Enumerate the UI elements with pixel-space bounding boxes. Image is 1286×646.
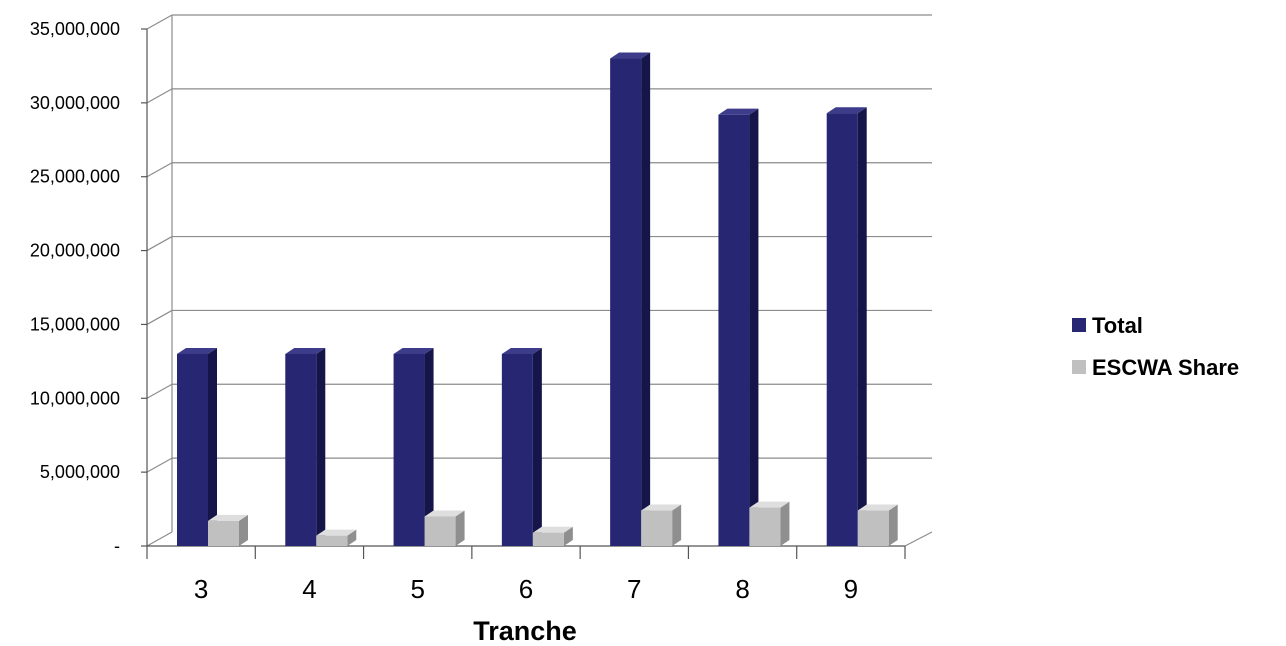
- x-axis-title: Tranche: [473, 616, 577, 646]
- bar-top: [826, 107, 867, 114]
- bar-total-3: [177, 347, 217, 546]
- y-tick-label: 10,000,000: [30, 388, 120, 408]
- bar-front: [610, 58, 642, 547]
- bar-side: [424, 347, 434, 546]
- x-tick-label: 6: [519, 574, 533, 604]
- bar-escwa-share-4: [316, 529, 357, 546]
- wall-gridline: [146, 531, 173, 547]
- bars: [177, 52, 898, 547]
- x-axis-ticks: 3 4 5 6 7 8 9: [194, 574, 858, 604]
- bar-side: [239, 514, 248, 546]
- bar-escwa-share-3: [208, 514, 248, 546]
- bar-front: [285, 353, 317, 546]
- legend-label: Total: [1092, 313, 1143, 338]
- bar-front: [208, 520, 239, 546]
- bar-top: [424, 510, 465, 517]
- bar-top: [208, 514, 248, 521]
- bar-front: [718, 114, 750, 546]
- wall-gridline: [146, 309, 173, 325]
- bar-top: [641, 504, 682, 511]
- x-tick-label: 9: [844, 574, 858, 604]
- y-tick-label: 35,000,000: [30, 19, 120, 39]
- bar-front: [532, 532, 564, 546]
- x-tick-label: 8: [735, 574, 749, 604]
- bar-total-6: [501, 347, 542, 546]
- x-tick-label: 7: [627, 574, 641, 604]
- bar-side: [888, 504, 898, 546]
- wall-gridline: [146, 383, 173, 399]
- bar-side: [672, 504, 682, 546]
- bar-side: [749, 108, 759, 546]
- bar-front: [424, 516, 456, 546]
- bar-total-7: [610, 52, 651, 547]
- y-tick-label: 20,000,000: [30, 241, 120, 261]
- legend-swatch: [1072, 318, 1086, 332]
- bar-total-8: [718, 108, 759, 546]
- bar-escwa-share-8: [749, 501, 790, 546]
- bar-front: [501, 353, 533, 546]
- legend-swatch: [1072, 360, 1086, 374]
- wall-gridline: [146, 457, 173, 473]
- bar-side: [316, 347, 326, 546]
- bar-top: [316, 529, 357, 536]
- bar-top: [718, 108, 759, 115]
- bar-front: [826, 113, 858, 546]
- bar-side: [532, 347, 542, 546]
- bar-front: [316, 535, 348, 546]
- wall-gridline: [146, 88, 173, 104]
- bar-total-4: [285, 347, 326, 546]
- bar-front: [177, 353, 208, 546]
- bar-top: [285, 347, 326, 354]
- y-tick-label: 5,000,000: [40, 462, 120, 482]
- bar-top: [532, 526, 573, 533]
- bar-top: [501, 347, 542, 354]
- wall-gridline: [146, 162, 173, 178]
- y-tick-label: 15,000,000: [30, 314, 120, 334]
- bar-front: [393, 353, 425, 546]
- bar-total-5: [393, 347, 434, 546]
- bar-side: [780, 501, 790, 546]
- legend-item-escwa-share: ESCWA Share: [1072, 355, 1239, 380]
- x-tick-label: 4: [302, 574, 316, 604]
- wall-gridline: [146, 236, 173, 252]
- bar-top: [610, 52, 651, 59]
- y-tick-label: -: [114, 536, 120, 556]
- bar-side: [455, 510, 465, 546]
- bar-top: [857, 504, 898, 511]
- floor-edge: [904, 531, 933, 547]
- y-tick-label: 25,000,000: [30, 167, 120, 187]
- bar-escwa-share-7: [641, 504, 682, 546]
- bar-top: [177, 347, 217, 354]
- bar-top: [749, 501, 790, 508]
- x-tick-label: 3: [194, 574, 208, 604]
- bar-total-9: [826, 107, 867, 546]
- bar-escwa-share-9: [857, 504, 898, 546]
- bar-side: [208, 347, 217, 546]
- bar-top: [393, 347, 434, 354]
- bar-front: [641, 510, 673, 546]
- bar-side: [563, 526, 573, 546]
- legend-item-total: Total: [1072, 313, 1143, 338]
- legend-label: ESCWA Share: [1092, 355, 1239, 380]
- bar-escwa-share-6: [532, 526, 573, 546]
- bar-front: [857, 510, 889, 546]
- y-axis-ticks: - 5,000,000 10,000,000 15,000,000 20,000,000…: [30, 19, 120, 556]
- bar-front: [749, 507, 781, 546]
- x-tick-label: 5: [410, 574, 424, 604]
- bar-side: [347, 529, 357, 546]
- y-tick-label: 30,000,000: [30, 93, 120, 113]
- wall-gridline: [146, 14, 173, 30]
- bar-escwa-share-5: [424, 510, 465, 546]
- bar-side: [857, 107, 867, 546]
- legend: Total ESCWA Share: [1072, 313, 1239, 380]
- bar-side: [641, 52, 651, 547]
